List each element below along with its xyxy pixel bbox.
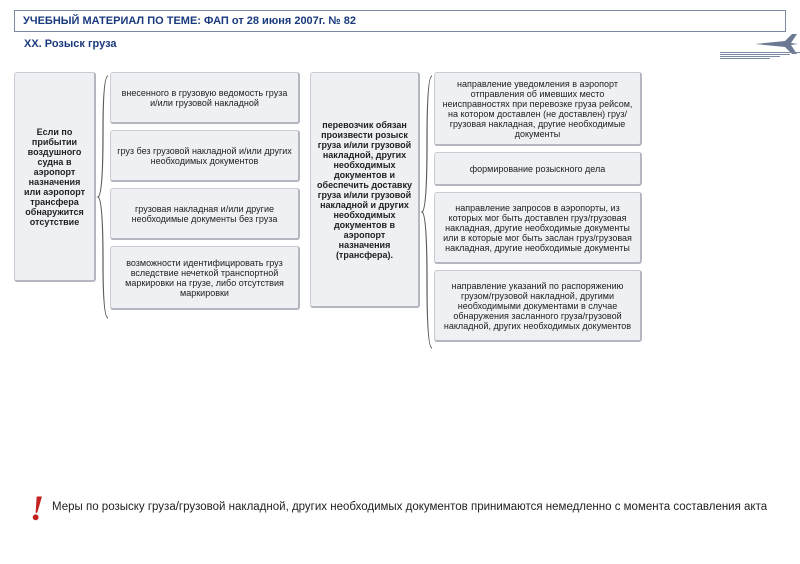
condition-text: Если по прибытии воздушного судна в аэро… xyxy=(21,127,88,227)
action-text-2: формирование розыскного дела xyxy=(470,164,606,174)
case-text-3: грузовая накладная и/или другие необходи… xyxy=(117,204,292,224)
condition-box: Если по прибытии воздушного судна в аэро… xyxy=(14,72,96,282)
obligation-text: перевозчик обязан произвести розыск груз… xyxy=(317,120,412,260)
exclamation-icon: ! xyxy=(30,492,44,524)
action-text-3: направление запросов в аэропорты, из кот… xyxy=(441,203,634,253)
action-box-3: направление запросов в аэропорты, из кот… xyxy=(434,192,642,264)
action-text-1: направление уведомления в аэропорт отпра… xyxy=(441,79,634,139)
case-box-1: внесенного в грузовую ведомость груза и/… xyxy=(110,72,300,124)
header-title: УЧЕБНЫЙ МАТЕРИАЛ ПО ТЕМЕ: ФАП от 28 июня… xyxy=(23,15,777,27)
footer-note: ! Меры по розыску груза/грузовой накладн… xyxy=(30,492,780,524)
case-text-1: внесенного в грузовую ведомость груза и/… xyxy=(117,88,292,108)
header: УЧЕБНЫЙ МАТЕРИАЛ ПО ТЕМЕ: ФАП от 28 июня… xyxy=(14,10,786,32)
action-box-4: направление указаний по распоряжению гру… xyxy=(434,270,642,342)
case-box-4: возможности идентифицировать груз вследс… xyxy=(110,246,300,310)
actions-group: направление уведомления в аэропорт отпра… xyxy=(434,72,642,342)
bracket-left xyxy=(96,72,110,322)
footer-text: Меры по розыску груза/грузовой накладной… xyxy=(52,500,767,515)
header-lines xyxy=(720,52,800,59)
action-box-2: формирование розыскного дела xyxy=(434,152,642,186)
action-text-4: направление указаний по распоряжению гру… xyxy=(441,281,634,331)
obligation-box: перевозчик обязан произвести розыск груз… xyxy=(310,72,420,308)
bracket-right xyxy=(420,72,434,352)
action-box-1: направление уведомления в аэропорт отпра… xyxy=(434,72,642,146)
case-box-3: грузовая накладная и/или другие необходи… xyxy=(110,188,300,240)
case-box-2: груз без грузовой накладной и/или других… xyxy=(110,130,300,182)
case-text-4: возможности идентифицировать груз вследс… xyxy=(117,258,292,298)
subtitle: XX. Розыск груза xyxy=(24,38,800,50)
case-text-2: груз без грузовой накладной и/или других… xyxy=(117,146,292,166)
cases-group: внесенного в грузовую ведомость груза и/… xyxy=(110,72,300,310)
diagram: Если по прибытии воздушного судна в аэро… xyxy=(14,72,786,352)
